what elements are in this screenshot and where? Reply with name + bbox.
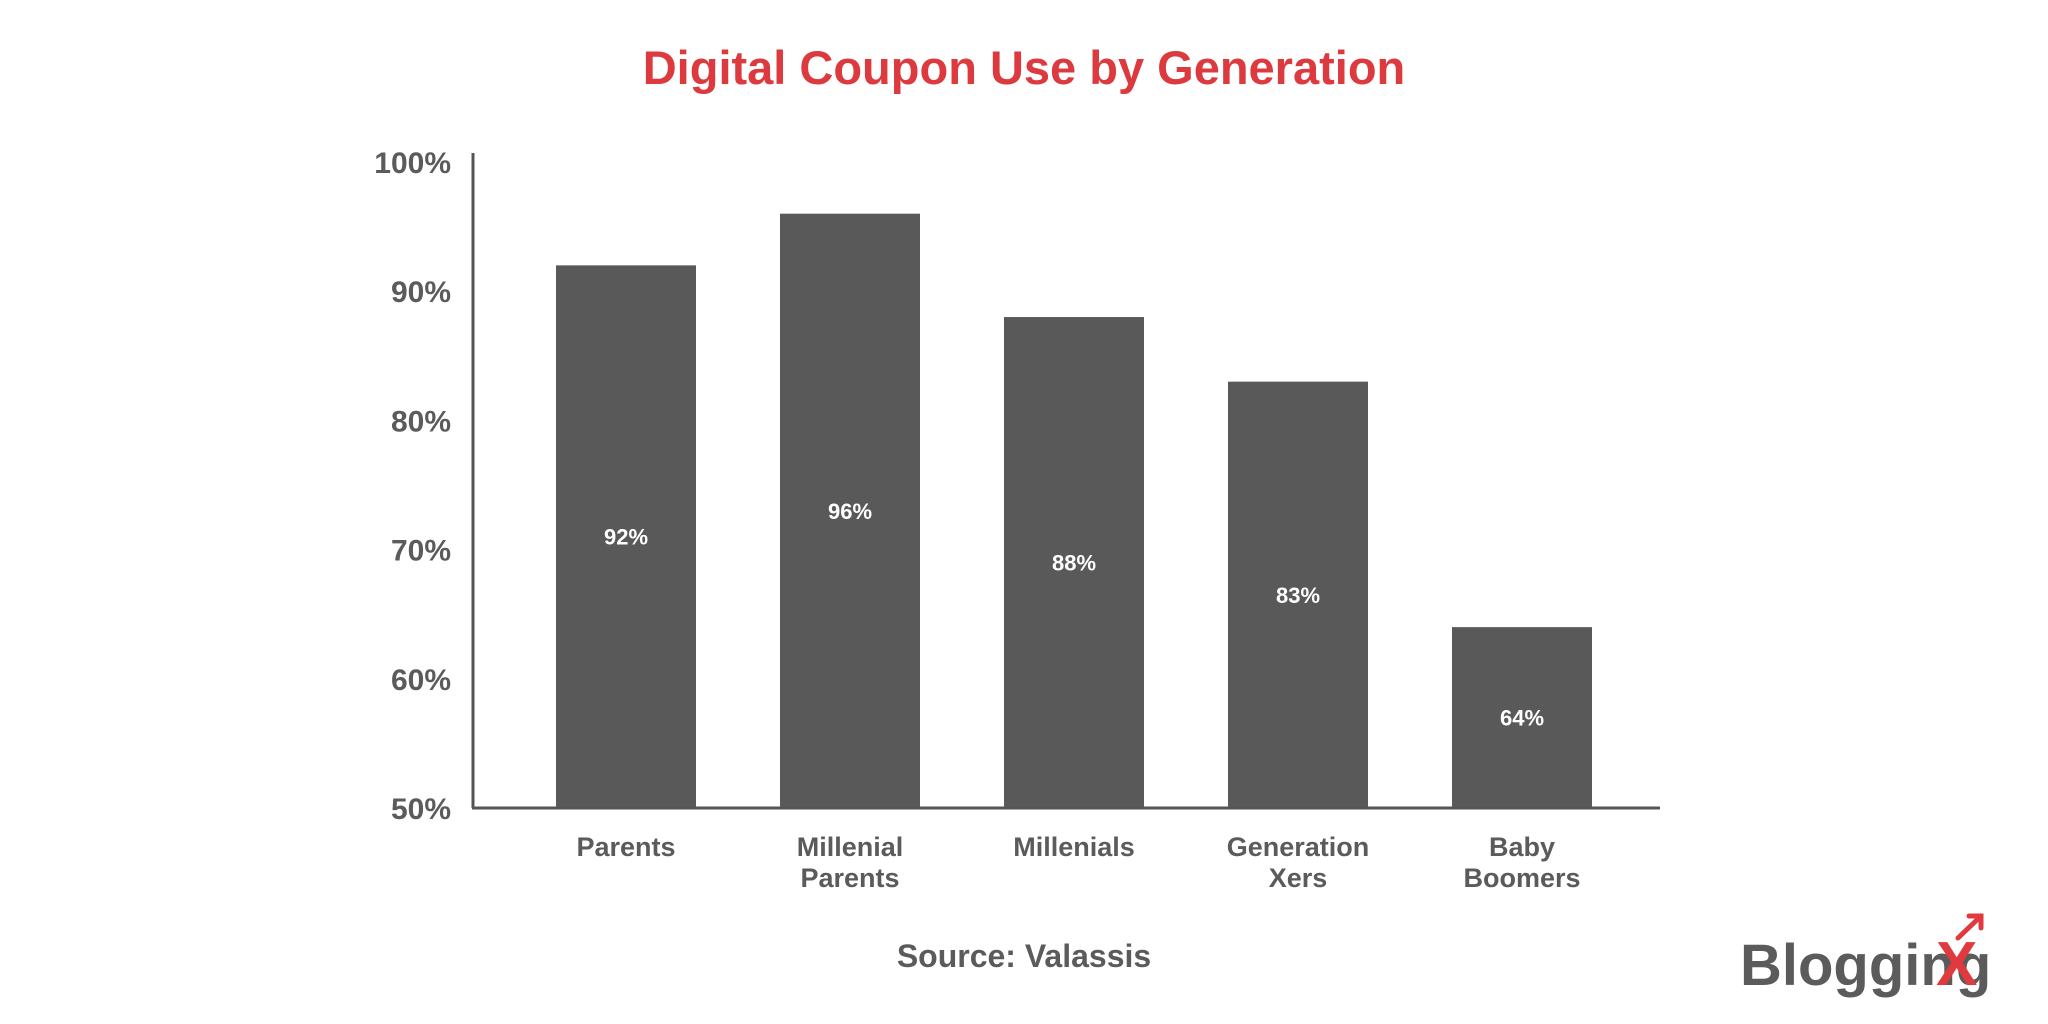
y-tick-label: 70% bbox=[391, 535, 451, 568]
y-tick-label: 100% bbox=[374, 147, 451, 180]
bar bbox=[1452, 627, 1592, 808]
bar-data-labels: 92% 96% 88% 83% 64% bbox=[604, 499, 1544, 731]
logo-x-mark: X bbox=[1936, 930, 1977, 999]
x-tick-label: Millenials bbox=[1013, 832, 1135, 862]
x-tick-label: Parents bbox=[800, 863, 899, 893]
y-tick-label: 60% bbox=[391, 664, 451, 697]
bar-data-label: 88% bbox=[1052, 551, 1096, 576]
bar-data-label: 96% bbox=[828, 499, 872, 524]
chart-title: Digital Coupon Use by Generation bbox=[642, 41, 1406, 94]
brand-logo: Blogging X bbox=[1740, 913, 1988, 999]
bar-data-label: 83% bbox=[1276, 583, 1320, 608]
logo-wordmark: Blogging bbox=[1740, 933, 1988, 998]
bar-data-label: 92% bbox=[604, 525, 648, 550]
x-tick-label: Baby bbox=[1489, 832, 1555, 862]
y-tick-label: 90% bbox=[391, 276, 451, 309]
bar-data-label: 64% bbox=[1500, 706, 1544, 731]
source-note: Source: Valassis bbox=[896, 938, 1152, 974]
bar bbox=[556, 265, 696, 808]
y-axis-ticks: 50% 60% 70% 80% 90% 100% bbox=[374, 147, 451, 826]
y-tick-label: 80% bbox=[391, 405, 451, 438]
bar bbox=[1004, 317, 1144, 808]
x-tick-label: Boomers bbox=[1463, 863, 1580, 893]
bar bbox=[1228, 381, 1368, 808]
x-tick-label: Xers bbox=[1269, 863, 1328, 893]
x-tick-label: Millenial bbox=[797, 832, 904, 862]
x-tick-label: Parents bbox=[576, 832, 675, 862]
y-tick-label: 50% bbox=[391, 793, 451, 826]
x-tick-label: Generation bbox=[1227, 832, 1370, 862]
bars bbox=[556, 213, 1592, 808]
bar bbox=[780, 213, 920, 808]
logo-arrow-icon bbox=[1955, 913, 1984, 941]
